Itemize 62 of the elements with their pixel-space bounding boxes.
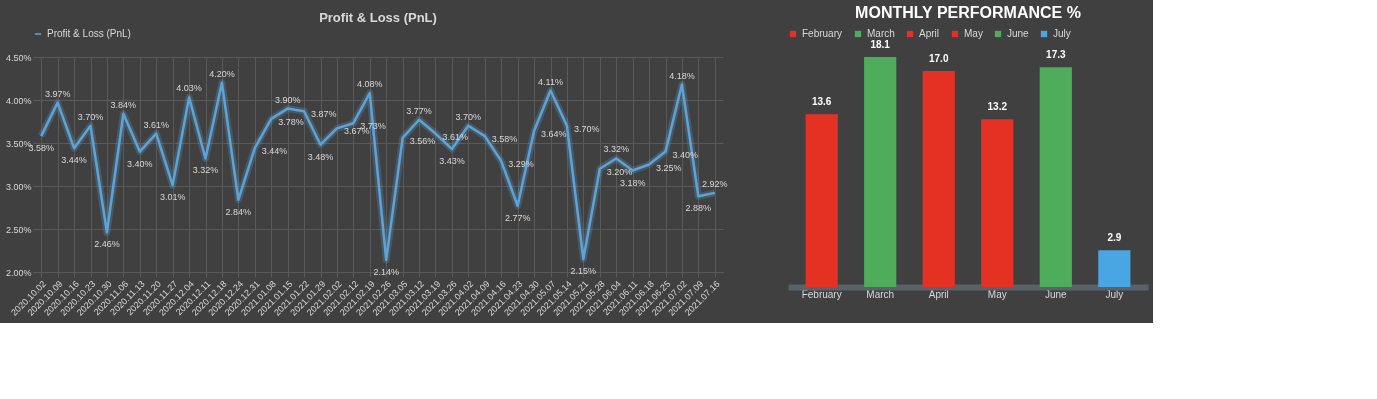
data-label: 3.20% xyxy=(606,166,633,177)
x-tick-label: February xyxy=(801,288,842,300)
data-label: 3.43% xyxy=(439,156,465,167)
chart-title: Profit & Loss (PnL) xyxy=(319,10,437,25)
legend-label: March xyxy=(867,28,895,39)
data-label: 3.25% xyxy=(656,162,682,173)
data-label: 4.11% xyxy=(538,76,563,87)
data-label: 3.40% xyxy=(127,158,153,169)
y-tick-label: 3.00% xyxy=(5,181,32,192)
y-tick-label: 2.50% xyxy=(5,224,32,235)
legend-label: July xyxy=(1053,28,1071,39)
data-label: 3.58% xyxy=(491,134,518,145)
data-label: 3.70% xyxy=(455,111,482,122)
data-label: 3.44% xyxy=(261,146,288,157)
data-label: 2.15% xyxy=(570,266,597,277)
data-label: 3.84% xyxy=(110,99,137,110)
data-label: 3.18% xyxy=(619,177,646,188)
data-label: 4.20% xyxy=(209,68,235,79)
data-label: 3.56% xyxy=(409,135,436,146)
data-label: 3.32% xyxy=(603,144,629,155)
data-label: 2.77% xyxy=(504,212,531,223)
data-label: 4.08% xyxy=(357,79,383,90)
data-label: 3.48% xyxy=(307,151,334,162)
data-label: 4.03% xyxy=(176,83,202,94)
data-label: 3.77% xyxy=(406,105,432,116)
data-label: 4.18% xyxy=(669,70,695,81)
x-tick-label: May xyxy=(987,288,1007,300)
data-label: 3.90% xyxy=(274,94,301,105)
data-label: 13.2 xyxy=(987,101,1008,113)
data-label: 2.9 xyxy=(1107,232,1122,244)
data-label: 3.01% xyxy=(159,192,186,203)
data-label: 3.97% xyxy=(44,88,71,99)
x-tick-label: June xyxy=(1044,288,1068,300)
x-tick-label: April xyxy=(928,288,949,300)
data-label: 3.64% xyxy=(541,128,567,139)
data-label: 3.87% xyxy=(311,109,337,120)
data-label: 2.14% xyxy=(373,266,399,277)
data-label: 3.44% xyxy=(61,155,87,166)
legend-label: Profit & Loss (PnL) xyxy=(47,28,131,39)
legend-label: May xyxy=(964,28,983,39)
y-tick-label: 2.00% xyxy=(5,267,32,278)
legend-label: February xyxy=(802,28,843,39)
data-label: 13.6 xyxy=(811,96,832,108)
y-tick-label: 4.00% xyxy=(5,95,32,106)
data-label: 3.61% xyxy=(143,119,169,130)
data-label: 17.3 xyxy=(1046,49,1066,61)
chart-title: MONTHLY PERFORMANCE % xyxy=(855,4,1081,21)
legend-label: April xyxy=(919,28,940,39)
data-label: 2.46% xyxy=(94,239,120,250)
data-label: 2.88% xyxy=(685,203,712,214)
data-label: 3.70% xyxy=(77,111,104,122)
x-tick-label: July xyxy=(1105,288,1124,300)
data-label: 3.70% xyxy=(573,123,600,134)
data-label: 18.1 xyxy=(870,39,891,50)
data-label: 17.0 xyxy=(929,52,949,64)
legend-label: June xyxy=(1007,28,1030,39)
y-tick-label: 4.50% xyxy=(5,52,32,63)
data-label: 3.78% xyxy=(278,116,304,127)
x-tick-label: March xyxy=(866,288,895,300)
data-label: 2.92% xyxy=(702,178,728,189)
data-label: 3.32% xyxy=(192,165,219,176)
data-label: 2.84% xyxy=(225,206,252,217)
